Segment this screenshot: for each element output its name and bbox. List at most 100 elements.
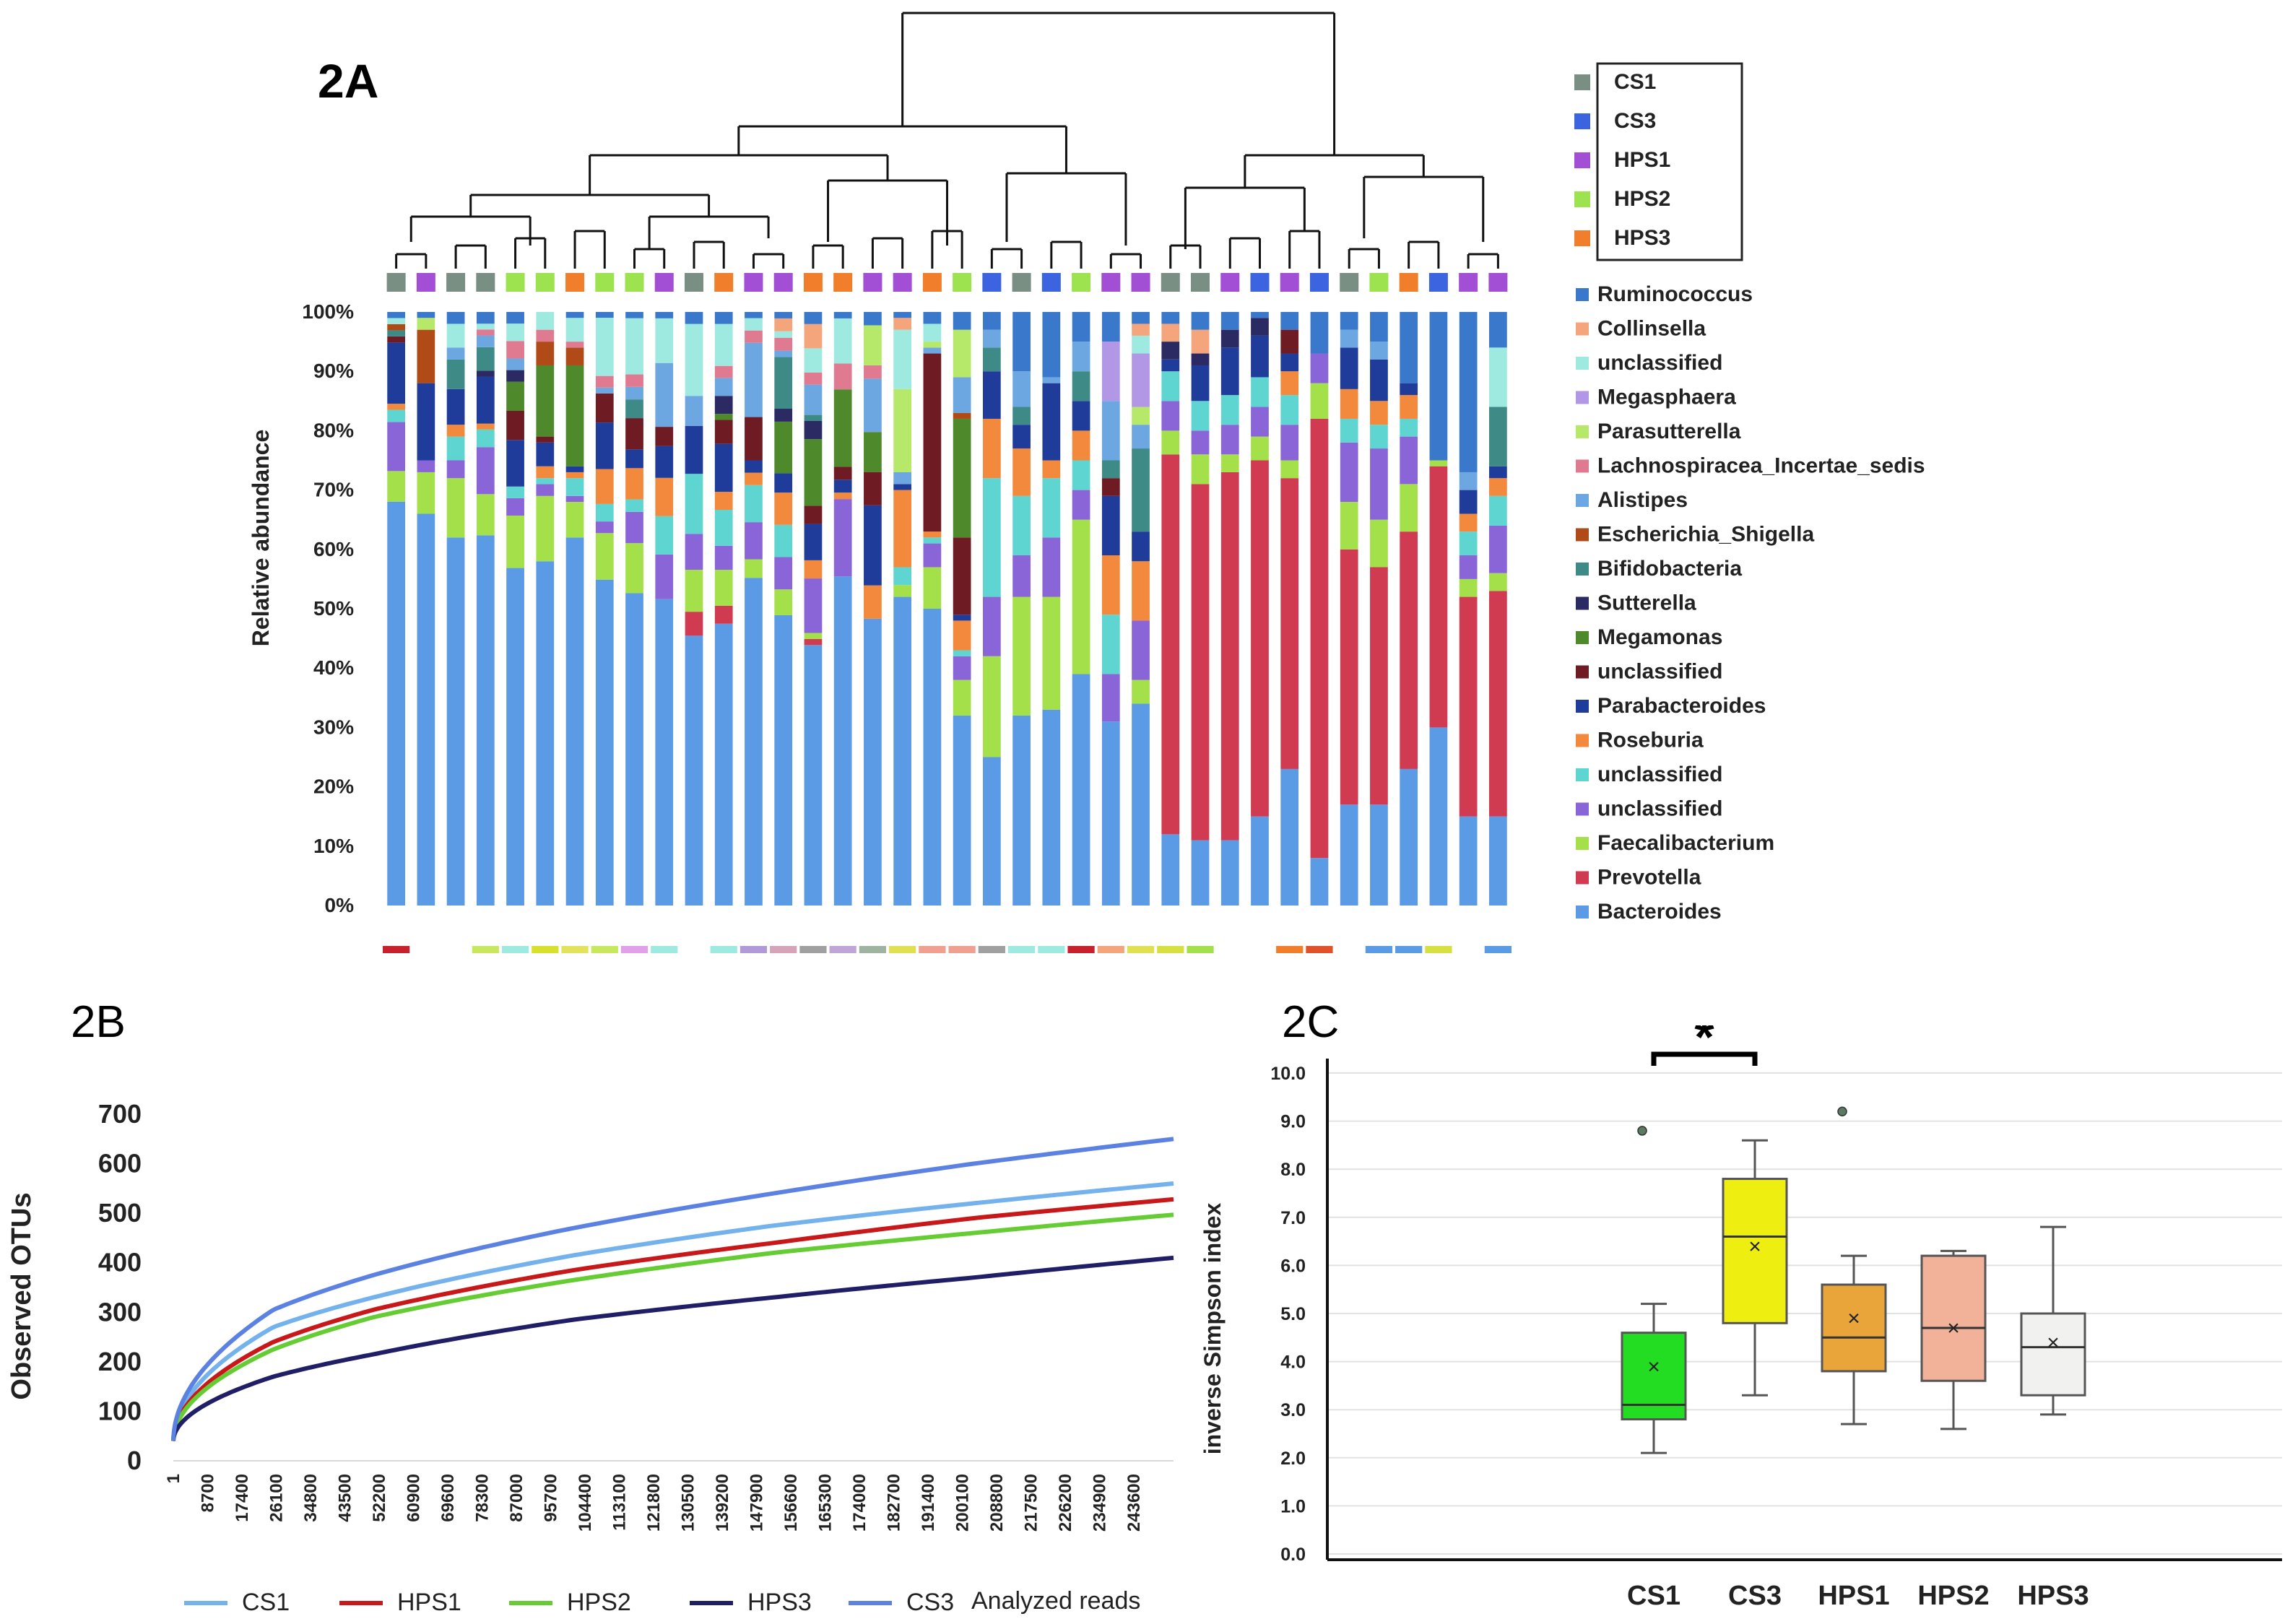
- sample-group-marker: [476, 273, 495, 292]
- sample-group-marker: [1101, 273, 1121, 292]
- bar-segment-parabacteroides: [565, 466, 584, 472]
- sample-group-marker: [1161, 273, 1180, 292]
- box-hps2: [1920, 1254, 1987, 1382]
- sample-group-marker: [1041, 273, 1061, 292]
- bar-segment-prevotella: [1310, 418, 1329, 859]
- taxa-legend-swatch: [1576, 665, 1589, 679]
- bar-segment-faecalibacterium: [1012, 596, 1031, 716]
- bar-segment-bacteroides: [655, 599, 674, 906]
- bar-segment-ruminococcus: [446, 312, 465, 324]
- sample-strip-cell: [620, 946, 649, 953]
- bar-segment-ruminococcus: [1429, 312, 1448, 461]
- taxa-legend-swatch: [1576, 357, 1589, 370]
- x-tick-label: 69600: [438, 1474, 458, 1522]
- bar-segment-escherichia_shigella: [417, 329, 435, 383]
- y-tick-label: 4.0: [1280, 1352, 1306, 1373]
- bar-segment-bifidobacteria: [476, 347, 495, 371]
- x-tick-label: 130500: [679, 1474, 698, 1532]
- taxa-legend-swatch: [1576, 837, 1589, 850]
- bar-segment-faecalibacterium: [893, 585, 912, 597]
- bar-segment-unclassified: [745, 318, 763, 331]
- bar-segment-unclassified: [893, 567, 912, 586]
- y-tick-label: 20%: [313, 776, 354, 798]
- box-cs3: [1722, 1178, 1788, 1324]
- bar-segment-unclassified: [1370, 425, 1388, 449]
- y-axis-label: Observed OTUs: [6, 1192, 37, 1399]
- taxa-legend-label: Parasutterella: [1597, 420, 1741, 443]
- sample-strip-cell: [740, 946, 768, 953]
- bar-segment-unclassified: [1042, 478, 1061, 538]
- bar-segment-collinsella: [1191, 329, 1210, 354]
- legend-label: HPS1: [397, 1589, 461, 1616]
- bar-segment-parabacteroides: [536, 442, 555, 466]
- bar-segment-roseburia: [1072, 430, 1090, 461]
- bar-segment-faecalibacterium: [1310, 383, 1329, 419]
- group-legend-label: HPS1: [1614, 148, 1670, 172]
- bar-segment-sutterella: [1191, 353, 1210, 365]
- taxa-legend-swatch: [1576, 871, 1589, 885]
- sample-group-marker: [1488, 273, 1508, 292]
- bar-segment-roseburia: [446, 425, 465, 437]
- bar-segment-parabacteroides: [595, 422, 614, 469]
- outlier-point: [1837, 1106, 1847, 1117]
- sample-strip-cell: [591, 946, 618, 953]
- bar-segment-unclassified: [804, 348, 823, 373]
- bar-segment-unclassified: [446, 436, 465, 461]
- bar-segment-unclassified: [1132, 620, 1150, 680]
- significance-marker: *: [1694, 1025, 1714, 1065]
- taxa-legend-swatch: [1576, 494, 1589, 507]
- bar-segment-roseburia: [536, 466, 555, 479]
- bar-segment-escherichia_shigella: [536, 342, 555, 365]
- sample-strip-cell: [651, 946, 678, 953]
- sample-strip-cell: [501, 946, 529, 953]
- bar-segment-alistipes: [655, 362, 674, 427]
- x-tick-label: 52200: [370, 1474, 389, 1522]
- bar-segment-unclassified: [1400, 436, 1418, 485]
- bar-segment-unclassified: [1251, 407, 1269, 437]
- bar-segment-prevotella: [1340, 549, 1358, 805]
- x-tick-label: 1: [164, 1474, 183, 1483]
- bar-segment-parabacteroides: [1042, 383, 1061, 461]
- bar-segment-unclassified: [1072, 490, 1090, 520]
- bar-segment-ruminococcus: [923, 312, 942, 324]
- bar-segment-parabacteroides: [446, 388, 465, 425]
- outlier-point: [1637, 1126, 1647, 1136]
- bar-segment-roseburia: [1489, 478, 1507, 496]
- x-tick-label: 78300: [473, 1474, 493, 1522]
- bar-segment-alistipes: [804, 384, 823, 415]
- bar-segment-faecalibacterium: [1370, 519, 1388, 568]
- bar-segment-unclassified: [506, 486, 524, 498]
- y-tick-label: 5.0: [1280, 1304, 1306, 1324]
- bar-segment-alistipes: [1042, 377, 1061, 383]
- taxa-legend-swatch: [1576, 563, 1589, 576]
- bar-segment-unclassified: [536, 484, 555, 496]
- group-legend-swatch: [1574, 74, 1590, 90]
- sample-strip-cell: [561, 946, 589, 953]
- taxa-legend-swatch: [1576, 734, 1589, 747]
- bar-segment-ruminococcus: [655, 312, 674, 318]
- stacked-abundance-chart: 0% 10% 20% 30% 40% 50% 60% 70% 80% 90% 100% Relativ…: [248, 12, 1925, 953]
- bar-segment-unclassified: [625, 318, 643, 375]
- x-tick-label: 165300: [816, 1474, 836, 1532]
- bar-segment-unclassified: [1459, 531, 1478, 556]
- bar-segment-ruminococcus: [565, 312, 584, 318]
- sample-group-marker: [982, 273, 1002, 292]
- bar-segment-bacteroides: [833, 576, 852, 906]
- bar-segment-megamonas: [774, 421, 793, 474]
- bar-segment-ruminococcus: [1042, 312, 1061, 378]
- bar-segment-faecalibacterium: [685, 570, 703, 612]
- taxa-legend-swatch: [1576, 906, 1589, 919]
- bar-segment-bacteroides: [1340, 804, 1358, 906]
- x-tick-label: 17400: [233, 1474, 252, 1522]
- sample-strip-cell: [1127, 946, 1155, 953]
- bar-segment-parabacteroides: [1251, 335, 1269, 378]
- sample-group-marker: [1428, 273, 1448, 292]
- bar-segment-megamonas: [565, 365, 584, 466]
- bar-segment-faecalibacterium: [417, 472, 435, 514]
- bar-segment-bacteroides: [1101, 721, 1120, 906]
- bar-segment-unclassified: [1489, 347, 1507, 407]
- taxa-legend-label: unclassified: [1597, 763, 1722, 786]
- bar-segment-unclassified: [565, 495, 584, 503]
- bar-segment-parasutterella: [864, 325, 882, 365]
- sample-strip-cell: [1187, 946, 1214, 953]
